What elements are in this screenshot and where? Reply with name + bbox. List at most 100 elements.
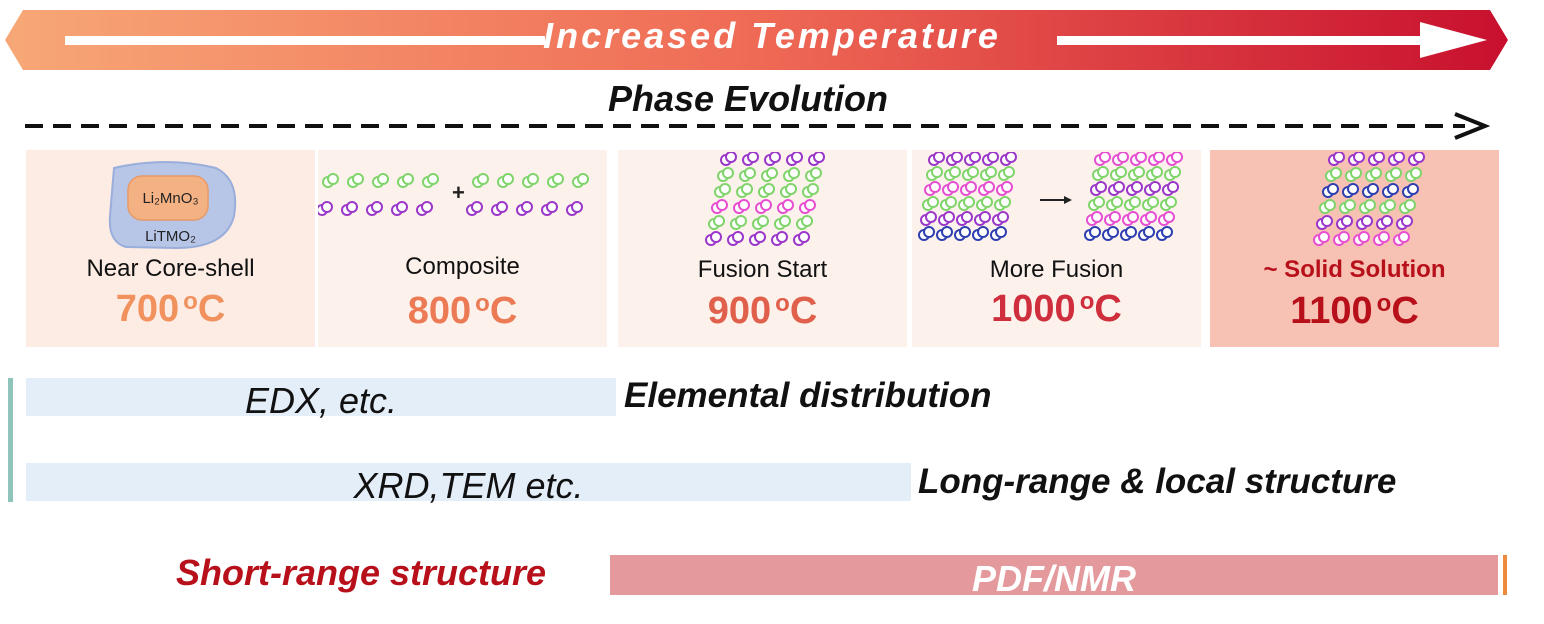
plus-sign: + <box>452 180 465 205</box>
atom-icon <box>1001 181 1013 193</box>
atom-icon <box>757 215 769 227</box>
atom-icon <box>1153 152 1165 163</box>
atom-icon <box>577 173 589 185</box>
degree-symbol: o <box>775 290 790 317</box>
atom-icon <box>1125 226 1137 238</box>
atom-icon <box>1341 215 1353 227</box>
atom-icon <box>1165 196 1177 208</box>
atom-icon <box>1089 226 1101 238</box>
atom-icon <box>947 181 959 193</box>
atom-icon <box>943 211 955 223</box>
atom-icon <box>785 183 797 195</box>
atom-icon <box>552 173 564 185</box>
atom-icon <box>995 226 1007 238</box>
atom-icon <box>1407 183 1419 195</box>
atom-icon <box>716 199 728 211</box>
atom-icon <box>1129 196 1141 208</box>
atom-icon <box>1358 231 1370 243</box>
atom-icon <box>788 167 800 179</box>
stage-label-800: Composite <box>405 253 520 280</box>
atom-icon <box>1171 152 1183 163</box>
atom-icon <box>1005 152 1017 163</box>
atom-icon <box>725 152 737 163</box>
atom-icon <box>738 199 750 211</box>
atom-icon <box>801 215 813 227</box>
atom-icon <box>969 152 981 163</box>
celsius-symbol: C <box>1391 290 1419 332</box>
atom-icon <box>925 211 937 223</box>
stage-panel-1000: More Fusion 1000 oC <box>912 150 1201 347</box>
atom-icon <box>1097 166 1109 178</box>
atom-icon <box>377 173 389 185</box>
atom-icon <box>502 173 514 185</box>
atom-icon <box>766 167 778 179</box>
atom-icon <box>1151 166 1163 178</box>
left-marker <box>8 378 13 502</box>
atom-icon <box>1093 196 1105 208</box>
atom-icon <box>477 173 489 185</box>
xrd-property: Long-range & local structure <box>918 462 1397 501</box>
atom-icon <box>813 152 825 163</box>
atom-icon <box>1370 167 1382 179</box>
stage-temp-700: 700 oC <box>26 288 315 331</box>
pdf-bar: PDF/NMR <box>610 555 1498 599</box>
atom-icon <box>1364 199 1376 211</box>
stage-temp-value: 800 <box>407 290 472 332</box>
stage-label-700: Near Core-shell <box>86 255 255 282</box>
stage-temp-900: 900 oC <box>618 290 907 333</box>
celsius-symbol: C <box>1094 288 1122 330</box>
atom-icon <box>1133 166 1145 178</box>
atom-icon <box>779 215 791 227</box>
atom-icon <box>1361 215 1373 227</box>
atom-icon <box>923 226 935 238</box>
atom-icon <box>1003 166 1015 178</box>
atom-icon <box>931 166 943 178</box>
atom-icon <box>760 199 772 211</box>
atom-icon <box>810 167 822 179</box>
atom-icon <box>471 201 483 213</box>
atom-icon <box>1353 152 1365 163</box>
degree-symbol: o <box>183 288 198 315</box>
atom-icon <box>1390 167 1402 179</box>
atom-icon <box>521 201 533 213</box>
atom-icon <box>527 173 539 185</box>
atom-icon <box>1143 226 1155 238</box>
atom-icon <box>1111 196 1123 208</box>
atom-icon <box>977 226 989 238</box>
atom-icon <box>927 196 939 208</box>
stage-temp-1100: 1100 oC <box>1210 290 1499 333</box>
atom-icon <box>321 201 333 213</box>
atom-icon <box>754 231 766 243</box>
atom-icon <box>963 196 975 208</box>
atom-icon <box>1347 183 1359 195</box>
atom-icon <box>1161 226 1173 238</box>
atom-icon <box>941 226 953 238</box>
atom-icon <box>1387 183 1399 195</box>
atom-icon <box>327 173 339 185</box>
atom-icon <box>1109 211 1121 223</box>
atom-icon <box>1117 152 1129 163</box>
atom-icon <box>1384 199 1396 211</box>
atom-icon <box>1344 199 1356 211</box>
atom-icon <box>1091 211 1103 223</box>
atom-icon <box>427 173 439 185</box>
atom-icon <box>1324 199 1336 211</box>
atom-icon <box>1333 152 1345 163</box>
degree-symbol: o <box>1376 290 1392 317</box>
edx-method: EDX, etc. <box>244 380 398 421</box>
atom-icon <box>744 167 756 179</box>
atom-icon <box>967 166 979 178</box>
atom-icon <box>396 201 408 213</box>
atom-icon <box>933 152 945 163</box>
stage-label-1100: ~ Solid Solution <box>1263 256 1446 283</box>
atom-icon <box>1327 183 1339 195</box>
atom-icon <box>985 166 997 178</box>
stage-temp-value: 1100 <box>1290 290 1373 332</box>
more-fusion-atom-illustration <box>918 152 1183 241</box>
atom-icon <box>791 152 803 163</box>
atom-icon <box>421 201 433 213</box>
core-shell-illustration <box>108 161 237 250</box>
atom-icon <box>1393 152 1405 163</box>
atom-icon <box>741 183 753 195</box>
stage-panel-900: Fusion Start 900 oC <box>618 150 907 347</box>
